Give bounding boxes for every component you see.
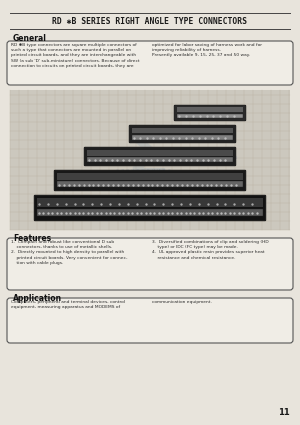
- FancyBboxPatch shape: [34, 195, 266, 221]
- Text: optimized for labor saving of harness work and for
improving reliability of harn: optimized for labor saving of harness wo…: [152, 43, 262, 57]
- Text: RD ✱B SERIES RIGHT ANGLE TYPE CONNECTORS: RD ✱B SERIES RIGHT ANGLE TYPE CONNECTORS: [52, 17, 247, 26]
- Text: General: General: [13, 34, 47, 43]
- Text: .ru: .ru: [230, 155, 238, 159]
- FancyBboxPatch shape: [174, 105, 246, 121]
- FancyBboxPatch shape: [84, 147, 236, 166]
- Bar: [10, 90, 290, 230]
- Bar: [57, 173, 243, 179]
- FancyBboxPatch shape: [7, 238, 293, 290]
- Text: 11: 11: [278, 408, 290, 417]
- Bar: [87, 157, 233, 162]
- Bar: [132, 135, 233, 139]
- Bar: [37, 209, 263, 216]
- Text: RD ✱B type connectors are square multiple connectors of
such a type that connect: RD ✱B type connectors are square multipl…: [11, 43, 140, 68]
- Text: 1.  Compact and robust like conventional D sub
    connectors, thanks to use of : 1. Compact and robust like conventional …: [11, 240, 128, 265]
- Text: Application: Application: [13, 294, 62, 303]
- Text: Features: Features: [13, 234, 51, 243]
- FancyBboxPatch shape: [7, 298, 293, 343]
- Text: Σ: Σ: [127, 130, 170, 190]
- FancyBboxPatch shape: [7, 41, 293, 85]
- Bar: [37, 198, 263, 207]
- FancyBboxPatch shape: [129, 125, 236, 143]
- Bar: [177, 108, 243, 112]
- Bar: [87, 150, 233, 156]
- Text: э л е к т р о н и к а: э л е к т р о н и к а: [116, 167, 170, 173]
- Bar: [57, 181, 243, 187]
- Text: communication equipment.: communication equipment.: [152, 300, 212, 304]
- FancyBboxPatch shape: [54, 170, 246, 191]
- Bar: [132, 128, 233, 133]
- Bar: [177, 114, 243, 118]
- Text: Computers, peripheral and terminal devices, control
equipment, measuring apparat: Computers, peripheral and terminal devic…: [11, 300, 125, 309]
- Text: 3.  Diversified combinations of clip and soldering (HD
    type) or IDC (FC type: 3. Diversified combinations of clip and …: [152, 240, 268, 260]
